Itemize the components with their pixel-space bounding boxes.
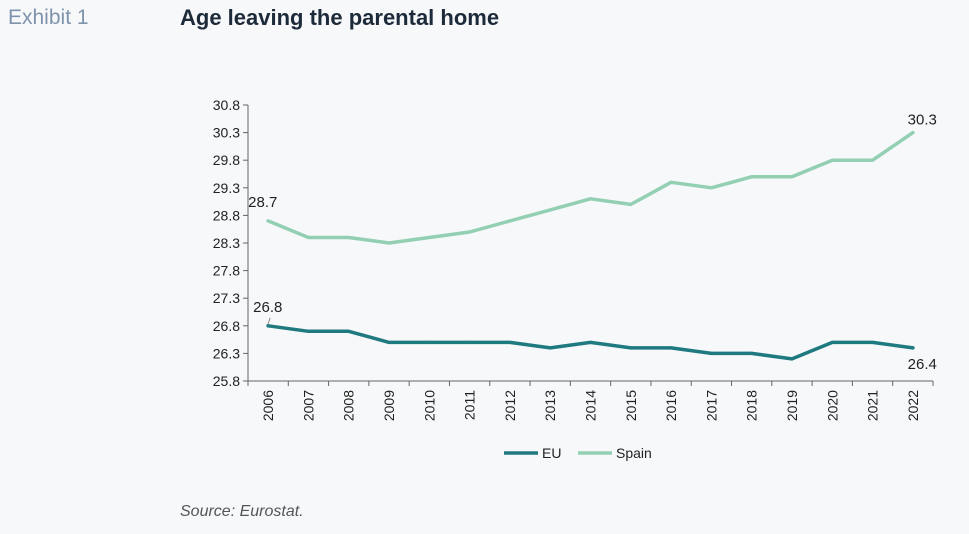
data-point-eu	[387, 340, 391, 344]
source-note: Source: Eurostat.	[180, 503, 304, 520]
data-point-spain	[347, 235, 351, 239]
x-tick-label: 2007	[300, 390, 316, 421]
x-tick-label: 2008	[341, 390, 357, 421]
data-point-eu	[347, 329, 351, 333]
data-point-eu	[589, 340, 592, 344]
x-tick-label: 2009	[381, 390, 397, 421]
data-point-spain	[871, 158, 875, 162]
data-point-spain	[306, 235, 310, 239]
data-point-spain	[629, 202, 633, 206]
x-tick-label: 2012	[502, 390, 518, 421]
data-point-spain	[830, 158, 834, 162]
data-label: 26.4	[908, 356, 937, 373]
x-tick-label: 2006	[260, 390, 276, 421]
data-point-spain	[709, 186, 713, 190]
data-point-eu	[750, 351, 754, 355]
data-point-spain	[790, 175, 794, 179]
y-tick-label: 28.8	[213, 207, 240, 223]
x-tick-label: 2015	[623, 390, 639, 421]
x-tick-label: 2019	[784, 390, 800, 421]
data-point-eu	[427, 340, 431, 344]
x-tick-label: 2013	[542, 390, 558, 421]
y-tick-label: 27.3	[213, 290, 240, 306]
data-point-eu	[911, 346, 915, 350]
data-point-eu	[548, 346, 552, 350]
data-point-eu	[306, 329, 310, 333]
x-tick-label: 2020	[824, 390, 840, 421]
data-point-eu	[508, 340, 512, 344]
data-point-eu	[629, 346, 633, 350]
chart-title: Age leaving the parental home	[180, 5, 500, 30]
y-tick-label: 27.8	[213, 263, 240, 279]
legend-label-eu: EU	[542, 445, 561, 461]
series-line-spain	[266, 130, 915, 245]
data-point-eu	[468, 340, 472, 344]
data-point-spain	[669, 180, 673, 184]
data-label: 30.3	[908, 112, 937, 129]
y-tick-label: 29.8	[213, 152, 240, 168]
data-point-spain	[508, 219, 512, 223]
x-tick-label: 2022	[905, 390, 921, 421]
x-tick-label: 2011	[462, 390, 478, 420]
data-point-spain	[468, 230, 472, 234]
x-tick-label: 2010	[421, 390, 437, 421]
y-tick-label: 29.3	[213, 180, 240, 196]
data-point-spain	[427, 235, 431, 239]
data-label-leader	[267, 317, 271, 324]
data-label: 28.7	[248, 194, 277, 211]
data-point-spain	[387, 241, 391, 245]
data-point-eu	[669, 346, 673, 350]
y-tick-label: 25.8	[213, 373, 240, 389]
y-tick-label: 26.8	[213, 318, 240, 334]
data-label: 26.8	[253, 299, 282, 316]
data-point-spain	[911, 131, 915, 135]
y-tick-label: 28.3	[213, 235, 240, 251]
x-tick-label: 2016	[663, 390, 679, 421]
y-tick-label: 26.3	[213, 345, 240, 361]
data-point-eu	[830, 340, 834, 344]
exhibit-label: Exhibit 1	[8, 6, 89, 29]
data-point-eu	[871, 340, 875, 344]
x-tick-label: 2017	[703, 390, 719, 421]
data-point-eu	[709, 351, 713, 355]
data-point-spain	[589, 197, 592, 201]
data-point-spain	[750, 175, 754, 179]
y-tick-label: 30.3	[213, 125, 240, 141]
data-point-eu	[266, 324, 270, 328]
x-tick-label: 2014	[583, 390, 599, 421]
x-tick-label: 2021	[865, 390, 881, 421]
x-tick-label: 2018	[744, 390, 760, 421]
data-point-eu	[790, 357, 794, 361]
data-point-spain	[548, 208, 552, 212]
legend-label-spain: Spain	[616, 445, 652, 461]
data-point-spain	[266, 219, 270, 223]
y-tick-label: 30.8	[213, 97, 240, 113]
